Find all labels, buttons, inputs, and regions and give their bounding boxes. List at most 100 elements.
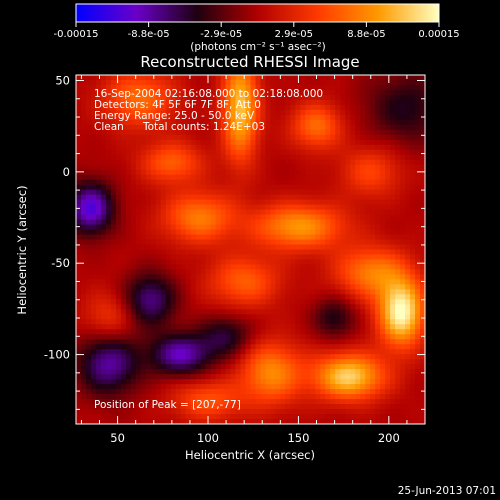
heatmap-cell	[385, 204, 391, 211]
heatmap-cell	[80, 169, 87, 176]
heatmap-cell	[110, 89, 117, 96]
heatmap-cell	[130, 159, 137, 166]
heatmap-cell	[190, 359, 197, 365]
heatmap-cell	[205, 134, 212, 141]
heatmap-cell	[225, 194, 232, 201]
heatmap-cell	[200, 209, 207, 216]
heatmap-cell	[390, 149, 396, 156]
heatmap-cell	[185, 134, 192, 141]
heatmap-cell	[405, 289, 411, 295]
heatmap-cell	[200, 384, 207, 390]
heatmap-cell	[290, 309, 296, 315]
heatmap-cell	[95, 299, 102, 305]
heatmap-cell	[385, 84, 391, 91]
heatmap-cell	[205, 249, 212, 256]
heatmap-cell	[310, 304, 316, 310]
heatmap-cell	[295, 364, 301, 370]
heatmap-cell	[175, 294, 182, 300]
heatmap-cell	[260, 319, 267, 325]
heatmap-cell	[185, 249, 192, 256]
heatmap-cell	[165, 254, 172, 261]
heatmap-cell	[255, 99, 262, 106]
heatmap-cell	[345, 384, 351, 390]
heatmap-cell	[160, 199, 167, 206]
heatmap-cell	[85, 209, 92, 216]
heatmap-cell	[315, 279, 321, 285]
heatmap-cell	[330, 234, 336, 241]
heatmap-cell	[240, 344, 247, 350]
heatmap-cell	[190, 89, 197, 96]
heatmap-cell	[315, 249, 321, 256]
heatmap-cell	[340, 314, 346, 320]
heatmap-cell	[250, 394, 257, 400]
heatmap-cell	[365, 364, 371, 370]
heatmap-cell	[185, 84, 192, 91]
heatmap-cell	[250, 104, 257, 111]
heatmap-cell	[400, 284, 406, 290]
heatmap-cell	[320, 389, 326, 395]
heatmap-cell	[305, 409, 311, 415]
heatmap-cell	[250, 409, 257, 415]
heatmap-cell	[210, 339, 217, 345]
heatmap-cell	[80, 199, 87, 206]
heatmap-cell	[190, 419, 197, 424]
heatmap-cell	[410, 339, 416, 345]
heatmap-cell	[270, 239, 277, 246]
heatmap-cell	[335, 109, 341, 116]
heatmap-cell	[105, 244, 112, 251]
heatmap-cell	[210, 239, 217, 246]
heatmap-cell	[180, 359, 187, 365]
heatmap-cell	[190, 169, 197, 176]
heatmap-cell	[350, 324, 356, 330]
heatmap-cell	[220, 224, 227, 231]
heatmap-cell	[115, 409, 122, 415]
heatmap-cell	[240, 75, 247, 81]
heatmap-cell	[165, 239, 172, 246]
heatmap-cell	[145, 154, 152, 161]
heatmap-cell	[210, 344, 217, 350]
heatmap-cell	[365, 194, 371, 201]
heatmap-cell	[295, 314, 301, 320]
heatmap-cell	[240, 394, 247, 400]
heatmap-cell	[220, 244, 227, 251]
heatmap-cell	[165, 114, 172, 121]
heatmap-cell	[95, 284, 102, 290]
heatmap-cell	[210, 149, 217, 156]
heatmap-cell	[260, 359, 267, 365]
heatmap-cell	[150, 79, 157, 86]
heatmap-cell	[355, 224, 361, 231]
heatmap-cell	[335, 199, 341, 206]
heatmap-cell	[385, 129, 391, 136]
heatmap-cell	[280, 139, 286, 146]
heatmap-cell	[315, 159, 321, 166]
heatmap-cell	[90, 104, 97, 111]
heatmap-cell	[275, 199, 282, 206]
heatmap-cell	[390, 299, 396, 305]
heatmap-cell	[335, 164, 341, 171]
heatmap-cell	[345, 75, 351, 81]
heatmap-cell	[295, 89, 301, 96]
heatmap-cell	[270, 314, 277, 320]
heatmap-cell	[245, 174, 252, 181]
heatmap-cell	[410, 99, 416, 106]
heatmap-cell	[90, 84, 97, 91]
heatmap-cell	[375, 304, 381, 310]
heatmap-cell	[150, 169, 157, 176]
heatmap-cell	[380, 304, 386, 310]
heatmap-cell	[415, 334, 421, 340]
heatmap-cell	[120, 164, 127, 171]
heatmap-cell	[76, 419, 82, 424]
heatmap-cell	[170, 364, 177, 370]
heatmap-cell	[340, 374, 346, 380]
heatmap-cell	[120, 189, 127, 196]
heatmap-cell	[315, 79, 321, 86]
heatmap-cell	[330, 79, 336, 86]
heatmap-cell	[380, 159, 386, 166]
heatmap-cell	[145, 324, 152, 330]
heatmap-cell	[205, 379, 212, 385]
heatmap-cell	[175, 289, 182, 295]
heatmap-cell	[155, 199, 162, 206]
heatmap-cell	[180, 394, 187, 400]
heatmap-cell	[165, 269, 172, 276]
heatmap-cell	[160, 109, 167, 116]
